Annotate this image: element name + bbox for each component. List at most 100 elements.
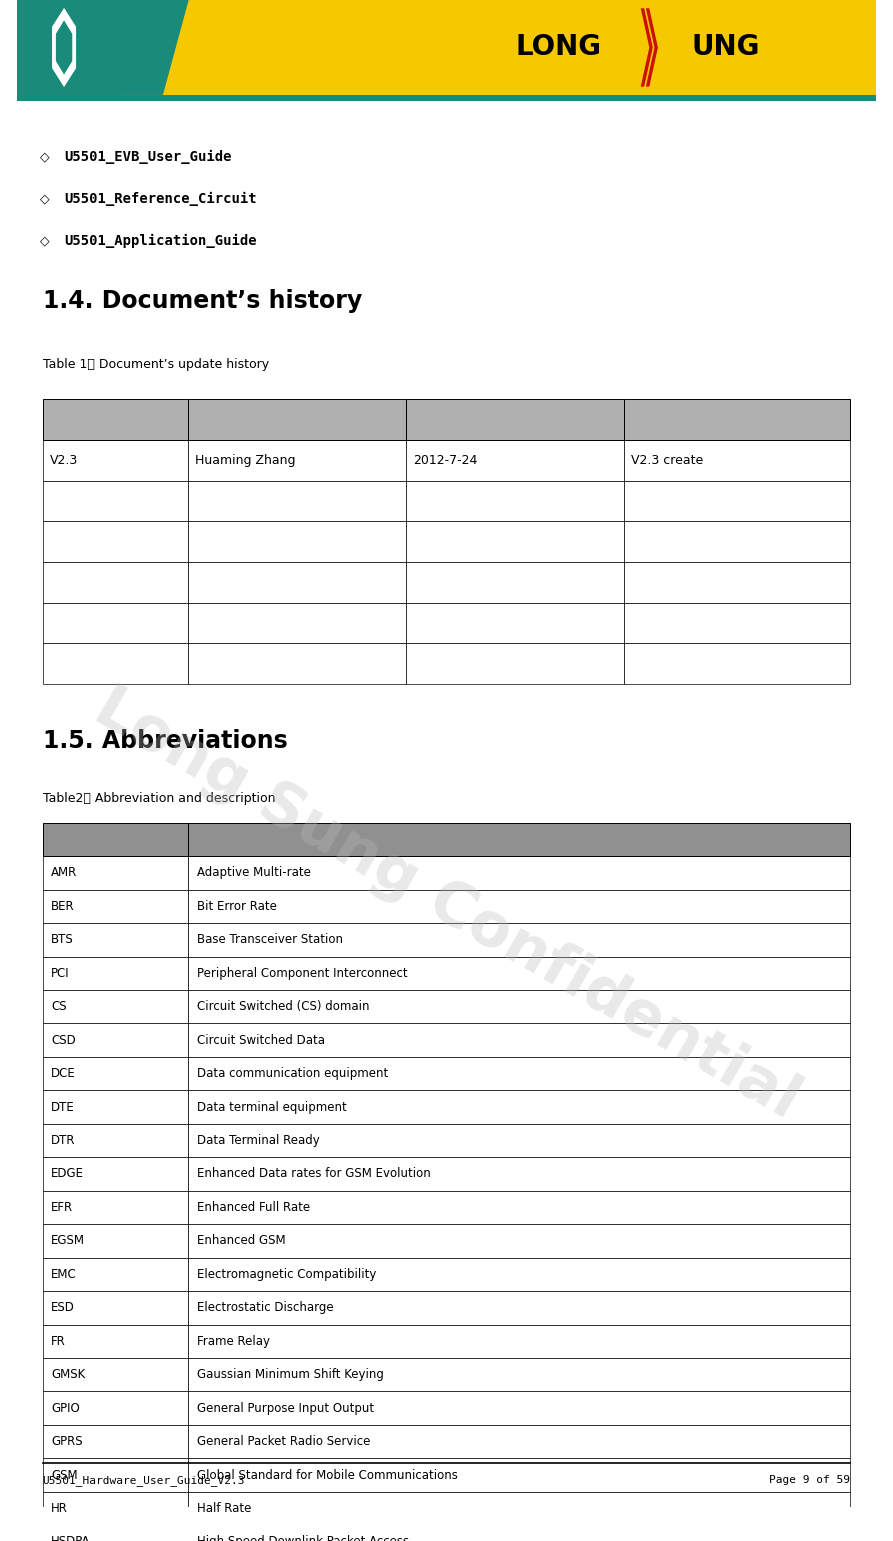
Text: Electrostatic Discharge: Electrostatic Discharge: [196, 1301, 333, 1314]
Text: Huaming Zhang: Huaming Zhang: [195, 455, 296, 467]
Text: GPIO: GPIO: [51, 1402, 80, 1415]
Bar: [43, 823, 188, 857]
Bar: [188, 1224, 850, 1257]
Bar: [43, 1425, 188, 1458]
Text: BER: BER: [51, 900, 75, 912]
Text: EFR: EFR: [51, 1200, 73, 1214]
Bar: [43, 644, 188, 684]
Text: GSM: GSM: [51, 1469, 78, 1481]
Bar: [624, 644, 850, 684]
Bar: [406, 399, 624, 441]
Polygon shape: [17, 0, 188, 96]
Text: U5501_Application_Guide: U5501_Application_Guide: [64, 234, 256, 248]
Text: HSDPA: HSDPA: [51, 1535, 91, 1541]
Text: DTR: DTR: [51, 1134, 76, 1147]
Polygon shape: [56, 20, 72, 74]
Text: GMSK: GMSK: [51, 1368, 86, 1381]
Text: HR: HR: [51, 1502, 68, 1515]
Bar: [188, 481, 406, 521]
Text: Table2： Abbreviation and description: Table2： Abbreviation and description: [43, 792, 275, 804]
Bar: [188, 1123, 850, 1157]
Bar: [188, 857, 850, 889]
Bar: [43, 1091, 188, 1123]
Bar: [188, 1023, 850, 1057]
Text: EDGE: EDGE: [51, 1168, 84, 1180]
Text: Gaussian Minimum Shift Keying: Gaussian Minimum Shift Keying: [196, 1368, 383, 1381]
Bar: [43, 1526, 188, 1541]
Text: Circuit Switched (CS) domain: Circuit Switched (CS) domain: [196, 1000, 369, 1014]
Bar: [406, 441, 624, 481]
Bar: [43, 957, 188, 989]
Bar: [43, 923, 188, 957]
Text: V2.3 create: V2.3 create: [631, 455, 704, 467]
Text: Half Rate: Half Rate: [196, 1502, 251, 1515]
Bar: [188, 989, 850, 1023]
Text: Circuit Switched Data: Circuit Switched Data: [196, 1034, 324, 1046]
Text: ◇: ◇: [40, 193, 50, 205]
Text: UNG: UNG: [692, 34, 760, 62]
Text: U5501_EVB_User_Guide: U5501_EVB_User_Guide: [64, 149, 231, 163]
Text: Description: Description: [196, 834, 277, 846]
Bar: [188, 521, 406, 562]
Bar: [43, 521, 188, 562]
Text: EGSM: EGSM: [51, 1234, 85, 1247]
Text: 2012-7-24: 2012-7-24: [413, 455, 478, 467]
Bar: [43, 1023, 188, 1057]
Text: V2.3: V2.3: [49, 455, 78, 467]
Bar: [188, 644, 406, 684]
Bar: [188, 1358, 850, 1392]
Bar: [43, 1224, 188, 1257]
Text: General Packet Radio Service: General Packet Radio Service: [196, 1435, 370, 1449]
Bar: [43, 1291, 188, 1325]
Bar: [188, 1291, 850, 1325]
Bar: [43, 1157, 188, 1191]
Text: Author: Author: [195, 413, 243, 427]
Text: FR: FR: [51, 1335, 66, 1348]
Bar: [188, 1057, 850, 1091]
Text: Enhanced Data rates for GSM Evolution: Enhanced Data rates for GSM Evolution: [196, 1168, 430, 1180]
Text: Data communication equipment: Data communication equipment: [196, 1066, 388, 1080]
Bar: [17, 0, 120, 96]
Bar: [43, 562, 188, 603]
Text: Adaptive Multi-rate: Adaptive Multi-rate: [196, 866, 311, 880]
Bar: [624, 399, 850, 441]
Bar: [43, 857, 188, 889]
Bar: [188, 562, 406, 603]
Text: Description: Description: [631, 413, 711, 427]
Bar: [188, 889, 850, 923]
Bar: [188, 1492, 850, 1526]
Text: GPRS: GPRS: [51, 1435, 83, 1449]
Bar: [43, 1358, 188, 1392]
Text: Enhanced Full Rate: Enhanced Full Rate: [196, 1200, 310, 1214]
Bar: [624, 481, 850, 521]
Bar: [406, 481, 624, 521]
Text: Data terminal equipment: Data terminal equipment: [196, 1100, 346, 1114]
Bar: [43, 1123, 188, 1157]
Bar: [43, 1257, 188, 1291]
Bar: [43, 441, 188, 481]
Bar: [17, 0, 876, 96]
Bar: [406, 521, 624, 562]
Bar: [406, 603, 624, 644]
Bar: [43, 481, 188, 521]
Bar: [188, 1157, 850, 1191]
Text: AMR: AMR: [51, 866, 78, 880]
Text: Base Transceiver Station: Base Transceiver Station: [196, 934, 343, 946]
Text: Enhanced GSM: Enhanced GSM: [196, 1234, 285, 1247]
Bar: [188, 823, 850, 857]
Text: Abbreviations: Abbreviations: [51, 834, 148, 846]
Text: U5501_Reference_Circuit: U5501_Reference_Circuit: [64, 191, 256, 206]
Text: Page 9 of 59: Page 9 of 59: [770, 1475, 850, 1486]
Bar: [188, 1458, 850, 1492]
Text: General Purpose Input Output: General Purpose Input Output: [196, 1402, 373, 1415]
Bar: [406, 644, 624, 684]
Bar: [188, 1325, 850, 1358]
Bar: [188, 1526, 850, 1541]
Bar: [188, 1257, 850, 1291]
Text: LONG: LONG: [515, 34, 601, 62]
Text: 1.4. Document’s history: 1.4. Document’s history: [43, 290, 362, 313]
Bar: [188, 603, 406, 644]
Bar: [43, 889, 188, 923]
Bar: [43, 1325, 188, 1358]
Text: ESD: ESD: [51, 1301, 75, 1314]
